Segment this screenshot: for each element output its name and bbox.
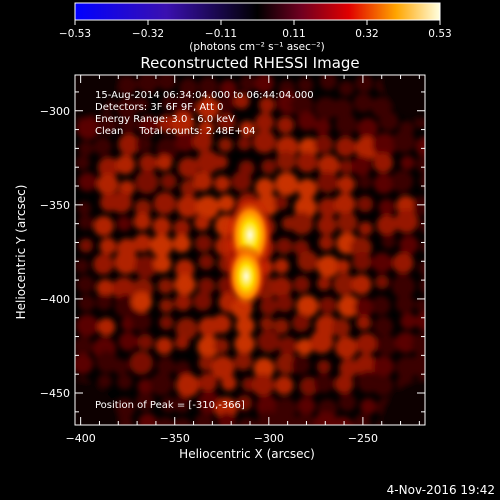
colorbar-tick-label: 0.32 bbox=[355, 28, 378, 40]
x-tick-label: −300 bbox=[254, 432, 284, 445]
source-2 bbox=[226, 243, 266, 310]
colorbar-tick-label: −0.53 bbox=[59, 28, 91, 40]
y-axis-label: Heliocentric Y (arcsec) bbox=[14, 185, 28, 320]
chart-title: Reconstructed RHESSI Image bbox=[140, 54, 359, 72]
colorbar-tick-label: −0.11 bbox=[205, 28, 237, 40]
colorbar-tick-label: 0.53 bbox=[428, 28, 451, 40]
colorbar-unit-label: (photons cm⁻² s⁻¹ asec⁻²) bbox=[189, 41, 324, 53]
x-axis-label: Heliocentric X (arcsec) bbox=[179, 447, 315, 461]
timestamp: 4-Nov-2016 19:42 bbox=[387, 483, 495, 497]
y-tick-label: −300 bbox=[40, 105, 70, 118]
x-tick-label: −250 bbox=[348, 432, 378, 445]
annotation-detectors: Detectors: 3F 6F 9F, Att 0 bbox=[95, 102, 223, 113]
annotation-time-range: 15-Aug-2014 06:34:04.000 to 06:44:04.000 bbox=[95, 90, 314, 101]
y-tick-label: −350 bbox=[40, 199, 70, 212]
x-axis: −400 −350 −300 −250 bbox=[66, 75, 420, 445]
colorbar bbox=[74, 2, 441, 21]
y-axis: −300 −350 −400 −450 bbox=[40, 91, 425, 413]
annotation-peak-position: Position of Peak = [-310,-366] bbox=[95, 400, 245, 411]
colorbar-tick-label: 0.11 bbox=[282, 28, 305, 40]
y-tick-label: −450 bbox=[40, 387, 70, 400]
colorbar-tick-label: −0.32 bbox=[132, 28, 164, 40]
x-tick-label: −400 bbox=[66, 432, 96, 445]
annotation-clean-counts: Clean Total counts: 2.48E+04 bbox=[95, 126, 255, 137]
heatmap-plot bbox=[75, 75, 425, 425]
annotation-energy-range: Energy Range: 3.0 - 6.0 keV bbox=[95, 114, 235, 125]
y-tick-label: −400 bbox=[40, 293, 70, 306]
colorbar-ticks: −0.53 −0.32 −0.11 0.11 0.32 0.53 bbox=[59, 20, 452, 40]
x-tick-label: −350 bbox=[160, 432, 190, 445]
